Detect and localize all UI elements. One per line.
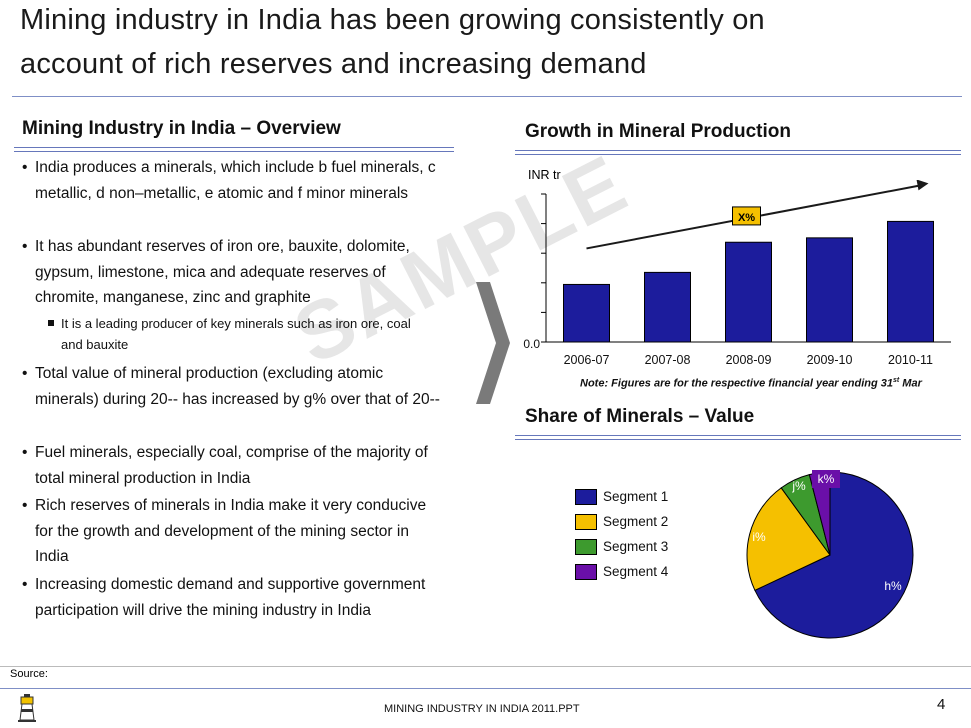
share-heading-rule: [515, 435, 961, 440]
x-tick-label: 2009-10: [807, 353, 853, 367]
growth-note-text: Note: Figures are for the respective fin…: [580, 377, 893, 390]
bar: [644, 271, 691, 343]
legend-label: Segment 1: [603, 489, 669, 504]
legend-label: Segment 3: [603, 539, 669, 554]
overview-sub-bullet: It is a leading producer of key minerals…: [48, 313, 428, 355]
bullet-marker: •: [22, 159, 28, 176]
x-tick-label: 2010-11: [888, 353, 933, 367]
overview-bullet-2: • It has abundant reserves of iron ore, …: [22, 234, 442, 311]
x-tick-label: 2007-08: [645, 353, 691, 367]
cagr-label: X%: [738, 212, 755, 224]
growth-heading-rule: [515, 150, 961, 155]
share-pie-chart: h% i% j% k%: [746, 470, 914, 639]
pie-label-bg: [812, 470, 840, 488]
bullet-text: Rich reserves of minerals in India make …: [35, 497, 427, 565]
growth-note-superscript: st: [893, 377, 900, 384]
footer-filename: MINING INDUSTRY IN INDIA 2011.PPT: [384, 703, 580, 715]
bullet-marker: •: [22, 444, 28, 461]
x-tick-label: 2006-07: [564, 353, 610, 367]
cagr-badge: [732, 206, 761, 226]
growth-arrow-head: [916, 180, 929, 191]
overview-bullet-4: • Fuel minerals, especially coal, compri…: [22, 440, 442, 491]
chevron-separator-icon: [476, 282, 510, 404]
growth-heading: Growth in Mineral Production: [525, 121, 791, 142]
bullet-marker: •: [22, 497, 28, 514]
overview-bullet-3: • Total value of mineral production (exc…: [22, 361, 442, 412]
bullet-text: Fuel minerals, especially coal, comprise…: [35, 444, 428, 487]
overview-bullet-6: • Increasing domestic demand and support…: [22, 572, 442, 623]
bullet-text: Total value of mineral production (exclu…: [35, 365, 440, 408]
bar: [887, 220, 934, 343]
lighthouse-logo-icon: [18, 694, 36, 722]
pie-slice-label: i%: [752, 530, 766, 544]
bar: [563, 283, 610, 343]
overview-bullet-5: • Rich reserves of minerals in India mak…: [22, 493, 442, 570]
growth-note: Note: Figures are for the respective fin…: [580, 377, 922, 390]
bullet-marker: •: [22, 365, 28, 382]
bullet-text: India produces a minerals, which include…: [35, 159, 436, 202]
legend-swatch: [575, 514, 597, 530]
bullet-marker: •: [22, 576, 28, 593]
growth-unit-label: INR tr: [528, 168, 561, 182]
bullet-text: Increasing domestic demand and supportiv…: [35, 576, 426, 619]
pie-slice: [746, 487, 831, 592]
page-title-line-2: account of rich reserves and increasing …: [20, 48, 647, 80]
pie-slice-label: h%: [884, 579, 902, 593]
bullet-text: It has abundant reserves of iron ore, ba…: [35, 238, 410, 306]
overview-heading: Mining Industry in India – Overview: [22, 118, 341, 139]
growth-bar-chart: 0.0 2006-07 2007-08 2008-09 2009-10 2010-11 X%: [523, 180, 951, 367]
y-tick-label: 0.0: [523, 337, 540, 351]
legend-swatch: [575, 539, 597, 555]
page-number: 4: [937, 696, 946, 713]
overview-bullet-1: • India produces a minerals, which inclu…: [22, 155, 442, 206]
square-bullet-icon: [48, 320, 54, 326]
bar: [725, 241, 772, 343]
legend-label: Segment 2: [603, 514, 669, 529]
x-tick-label: 2008-09: [726, 353, 772, 367]
overview-heading-rule: [14, 147, 454, 152]
legend-swatch: [575, 564, 597, 580]
page-title-line-1: Mining industry in India has been growin…: [20, 4, 765, 36]
pie-slice-label: j%: [791, 479, 806, 493]
footer-rule: [0, 688, 971, 689]
share-heading: Share of Minerals – Value: [525, 406, 755, 427]
bar: [806, 237, 853, 343]
legend-label: Segment 4: [603, 564, 669, 579]
footer-top-rule: [0, 666, 971, 667]
title-divider: [12, 96, 962, 97]
legend-swatch: [575, 489, 597, 505]
growth-note-end: Mar: [899, 377, 922, 390]
pie-slice: [754, 471, 914, 639]
sub-bullet-text: It is a leading producer of key minerals…: [61, 316, 411, 352]
source-label: Source:: [10, 668, 48, 680]
pie-slice-label: k%: [818, 472, 835, 486]
bullet-marker: •: [22, 238, 28, 255]
